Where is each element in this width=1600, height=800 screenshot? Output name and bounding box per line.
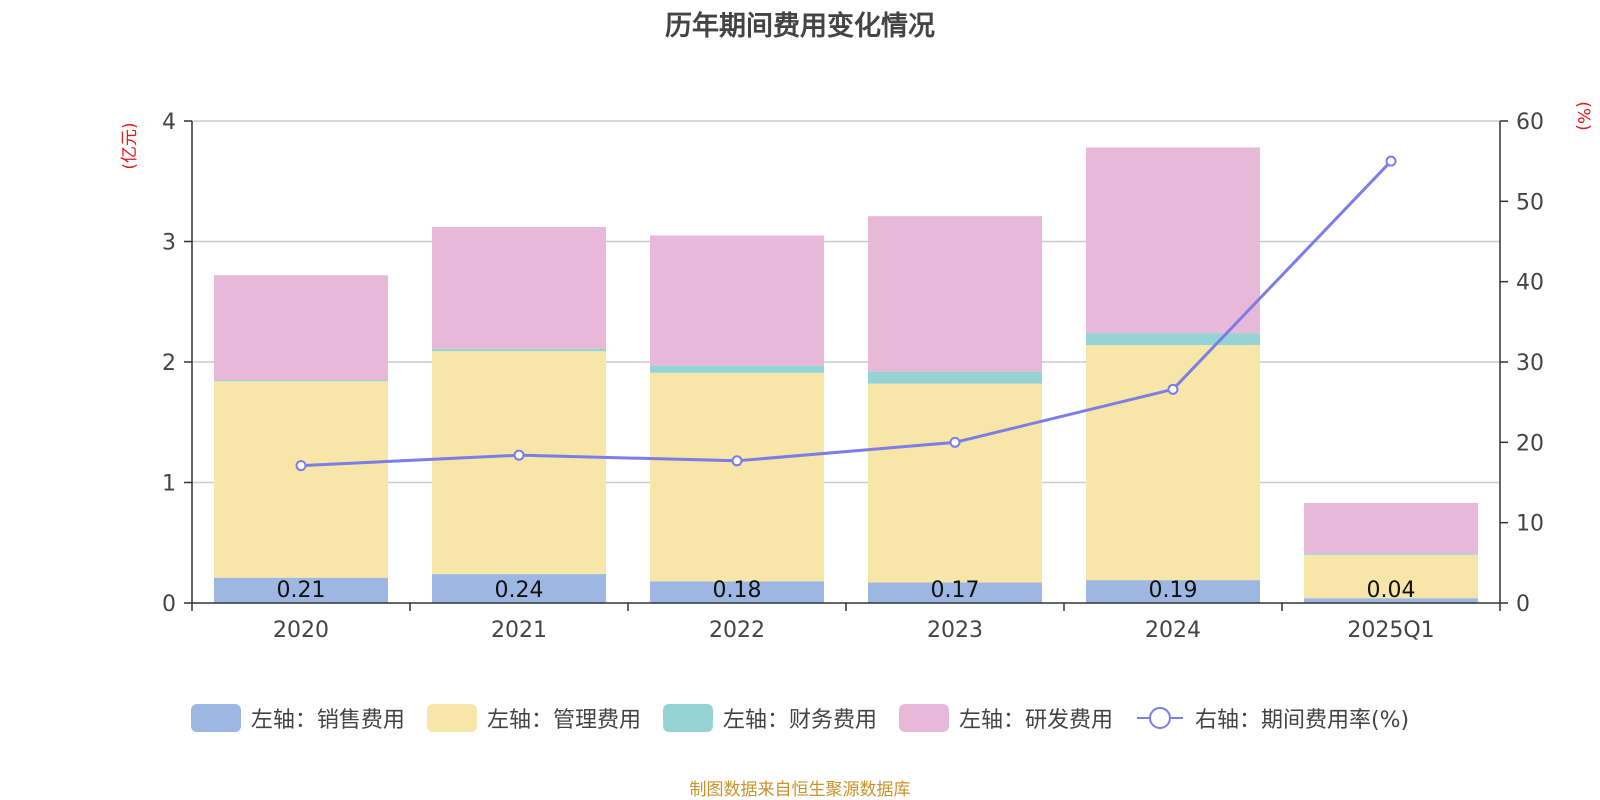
bar-segment	[868, 383, 1042, 583]
left-axis-tick-label: 2	[162, 351, 176, 376]
legend-swatch	[898, 704, 949, 732]
bar-segment	[432, 351, 606, 575]
bar-segment	[1304, 554, 1478, 599]
x-axis-tick-label: 2025Q1	[1347, 618, 1434, 643]
left-axis-tick-label: 4	[162, 110, 176, 135]
bar-segment	[214, 275, 388, 381]
legend-label: 左轴：销售费用	[250, 708, 405, 733]
bar-segment	[214, 381, 388, 578]
rate-line-point	[295, 460, 307, 472]
bar-data-label: 0.17	[931, 578, 980, 603]
x-axis-tick-label: 2020	[273, 618, 329, 643]
legend-swatch	[190, 704, 241, 732]
bar-segment	[868, 371, 1042, 384]
legend-item[interactable]: 右轴：期间费用率(%)	[1135, 702, 1409, 734]
left-axis-unit: (亿元)	[120, 122, 140, 169]
bar-segment	[432, 348, 606, 352]
bar-data-label: 0.19	[1149, 578, 1198, 603]
legend-item[interactable]: 左轴：管理费用	[426, 702, 641, 734]
x-axis-tick-label: 2024	[1145, 618, 1201, 643]
legend-label: 左轴：管理费用	[486, 708, 641, 733]
bar-data-label: 0.04	[1367, 578, 1416, 603]
bar-segment	[650, 235, 824, 366]
legend-label: 左轴：研发费用	[958, 708, 1113, 733]
data-labels: 0.21 0.24 0.18 0.17 0.19 0.04	[277, 578, 1416, 603]
bar-segment	[1086, 333, 1260, 346]
legend-label: 左轴：财务费用	[722, 708, 877, 733]
bar-segment	[1086, 345, 1260, 581]
bar-segment	[650, 372, 824, 582]
legend-label: 右轴：期间费用率(%)	[1194, 708, 1410, 733]
legend: 左轴：销售费用 左轴：管理费用 左轴：财务费用 左轴：研发费用 右轴：期间费用率(%)	[0, 702, 1600, 734]
rate-line	[295, 155, 1397, 472]
right-axis-tick-label: 40	[1516, 271, 1544, 296]
bar-segment	[650, 365, 824, 373]
rate-line-point	[949, 436, 961, 448]
bar-segment	[214, 577, 388, 603]
bar-segment	[868, 216, 1042, 372]
legend-line-marker	[1148, 707, 1171, 729]
bar-segment	[1304, 598, 1478, 603]
bar-segment	[1304, 553, 1478, 555]
rate-line-path	[300, 160, 1393, 468]
legend-item[interactable]: 左轴：财务费用	[662, 702, 877, 734]
x-axis-tick-label: 2021	[491, 618, 547, 643]
legend-line-swatch	[1136, 707, 1183, 729]
bar-stacks	[214, 147, 1478, 603]
source-note: 制图数据来自恒生聚源数据库	[689, 780, 911, 800]
x-axis-tick-label: 2023	[927, 618, 983, 643]
rate-line-point	[1385, 155, 1397, 167]
chart-title: 历年期间费用变化情况	[665, 11, 935, 42]
rate-line-point	[1167, 383, 1179, 395]
bar-segment	[214, 380, 388, 382]
right-axis-tick-label: 0	[1516, 592, 1530, 617]
bar-segment	[1304, 502, 1478, 554]
legend-item[interactable]: 左轴：研发费用	[898, 702, 1113, 734]
right-axis-tick-label: 20	[1516, 431, 1544, 456]
legend-swatch	[662, 704, 713, 732]
legend-swatch	[426, 704, 477, 732]
bar-segment	[1086, 147, 1260, 334]
bar-segment	[868, 582, 1042, 603]
left-axis-tick-label: 0	[162, 592, 176, 617]
bar-segment	[650, 581, 824, 603]
x-axis-tick-label: 2022	[709, 618, 765, 643]
bar-segment	[1086, 580, 1260, 603]
bar-segment	[432, 574, 606, 603]
bar-data-label: 0.24	[495, 578, 544, 603]
right-axis-tick-label: 10	[1516, 512, 1544, 537]
left-axis-tick-label: 1	[162, 472, 176, 497]
grid-lines	[192, 120, 1500, 484]
rate-line-point	[513, 449, 525, 461]
rate-line-point	[731, 455, 743, 467]
right-axis-tick-label: 60	[1516, 110, 1544, 135]
right-axis-tick-label: 30	[1516, 351, 1544, 376]
right-axis-unit: (%)	[1573, 101, 1593, 130]
bar-segment	[432, 227, 606, 349]
bar-data-label: 0.18	[713, 578, 762, 603]
legend-item[interactable]: 左轴：销售费用	[190, 702, 405, 734]
bar-data-label: 0.21	[277, 578, 326, 603]
left-axis-tick-label: 3	[162, 231, 176, 256]
right-axis-tick-label: 50	[1516, 190, 1544, 215]
